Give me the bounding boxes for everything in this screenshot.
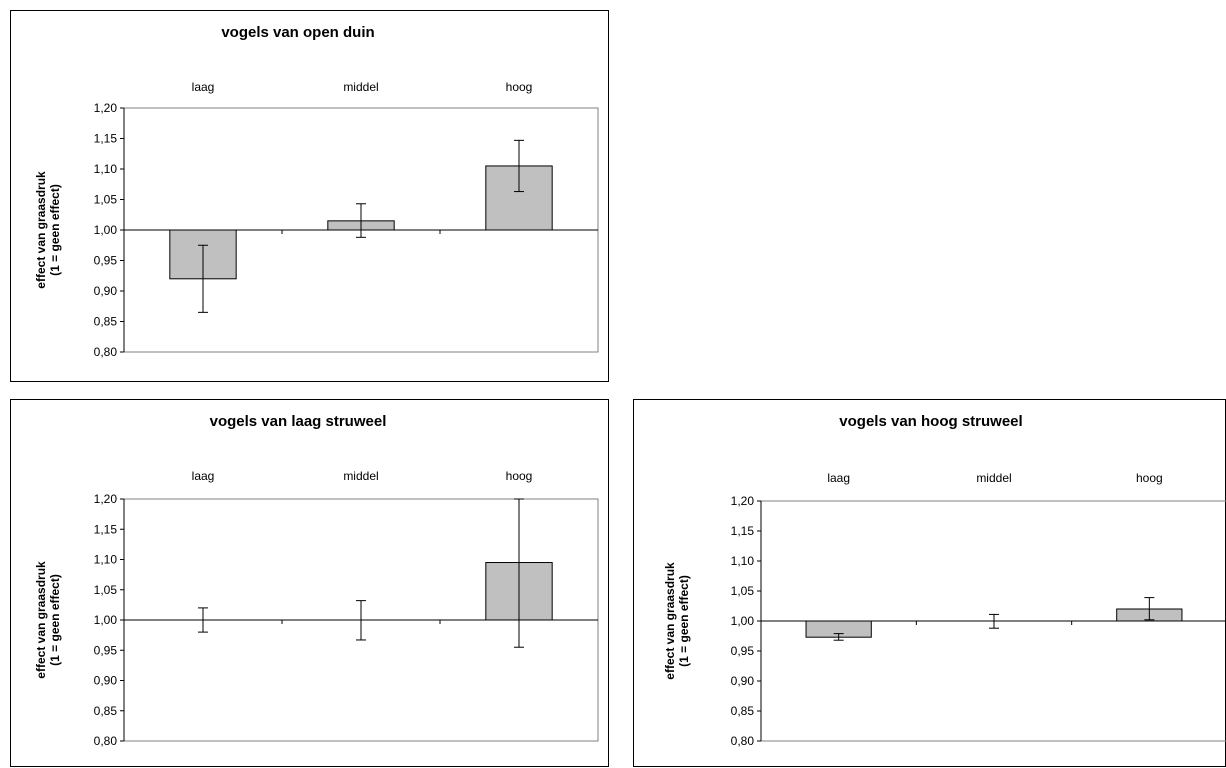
- y-tick-label: 0,85: [731, 704, 755, 718]
- y-tick-label: 0,85: [94, 704, 118, 718]
- y-tick-label: 0,90: [94, 674, 118, 688]
- y-tick-label: 1,00: [94, 613, 118, 627]
- y-tick-label: 1,05: [94, 583, 118, 597]
- y-tick-label: 1,15: [94, 132, 118, 146]
- y-tick-label: 1,20: [94, 101, 118, 115]
- y-axis-label-sub: (1 = geen effect): [48, 184, 62, 276]
- category-label: laag: [192, 80, 215, 94]
- y-tick-label: 0,95: [731, 644, 755, 658]
- chart-title: vogels van laag struweel: [210, 413, 387, 430]
- y-tick-label: 1,00: [94, 223, 118, 237]
- chart-title: vogels van hoog struweel: [839, 413, 1022, 430]
- y-tick-label: 0,80: [94, 734, 118, 748]
- y-axis-label: effect van graasdruk: [34, 561, 48, 679]
- y-tick-label: 1,05: [94, 193, 118, 207]
- category-label: laag: [827, 471, 850, 485]
- y-tick-label: 1,00: [731, 614, 755, 628]
- y-axis-label: effect van graasdruk: [663, 562, 677, 680]
- y-tick-label: 0,90: [731, 674, 755, 688]
- chart-laag-struweel: vogels van laag struweel 0,80 0,85 0,90 0,95…: [10, 399, 609, 767]
- category-label: middel: [343, 80, 378, 94]
- y-tick-label: 0,80: [731, 734, 755, 748]
- y-tick-label: 1,15: [731, 524, 755, 538]
- category-label: middel: [343, 469, 378, 483]
- y-tick-label: 1,20: [731, 494, 755, 508]
- y-tick-label: 1,10: [94, 162, 118, 176]
- y-tick-label: 0,95: [94, 643, 118, 657]
- y-tick-label: 0,80: [94, 345, 118, 359]
- y-tick-label: 1,20: [94, 492, 118, 506]
- y-tick-label: 0,90: [94, 284, 118, 298]
- category-label: laag: [192, 469, 215, 483]
- y-axis-label-sub: (1 = geen effect): [48, 574, 62, 666]
- y-tick-label: 1,10: [731, 554, 755, 568]
- y-axis-label-sub: (1 = geen effect): [677, 575, 691, 667]
- y-tick-label: 1,15: [94, 522, 118, 536]
- chart-open-duin: vogels van open duin 0,80 0,85 0,90 0,95 1,00…: [10, 10, 609, 382]
- category-label: hoog: [506, 80, 533, 94]
- chart-svg: vogels van open duin 0,80 0,85 0,90 0,95 1,00…: [34, 24, 599, 359]
- category-label: hoog: [1136, 471, 1163, 485]
- y-tick-label: 1,05: [731, 584, 755, 598]
- chart-svg: vogels van laag struweel 0,80 0,85 0,90 0,95…: [34, 413, 599, 748]
- y-tick-label: 0,95: [94, 254, 118, 268]
- y-tick-label: 1,10: [94, 553, 118, 567]
- chart-hoog-struweel: vogels van hoog struweel 0,80 0,85 0,90 0,95…: [633, 399, 1226, 767]
- y-axis-label: effect van graasdruk: [34, 171, 48, 289]
- chart-svg: vogels van hoog struweel 0,80 0,85 0,90 0,95…: [663, 413, 1226, 748]
- chart-title: vogels van open duin: [221, 24, 374, 41]
- y-tick-label: 0,85: [94, 315, 118, 329]
- category-label: middel: [976, 471, 1011, 485]
- category-label: hoog: [506, 469, 533, 483]
